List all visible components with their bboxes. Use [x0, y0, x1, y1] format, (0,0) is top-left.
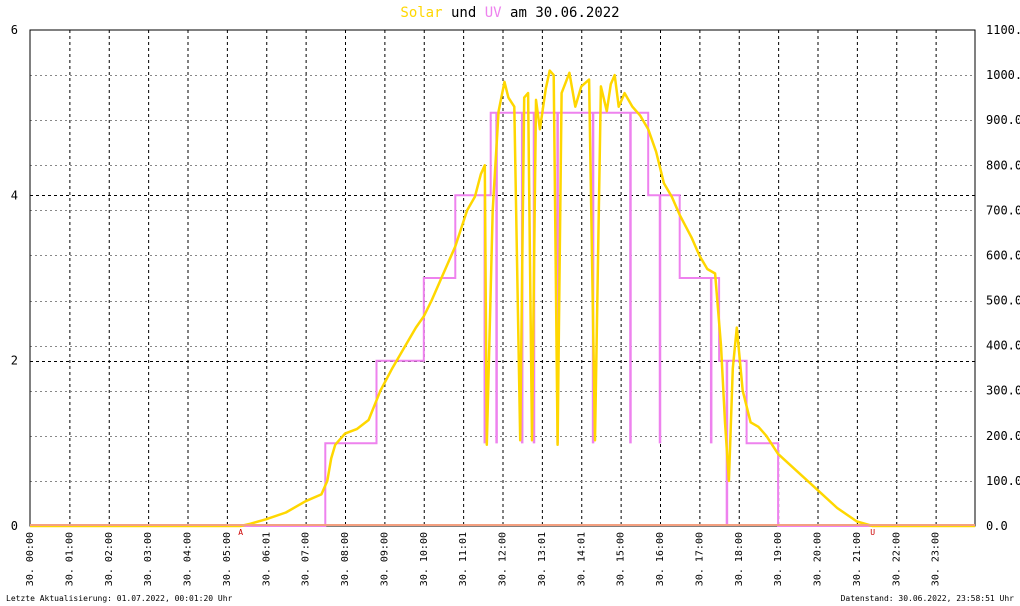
- sun-marker-a: A: [238, 528, 243, 537]
- x-tick-label: 30. 11:01: [458, 532, 469, 586]
- y-right-tick-label: 100.0: [986, 474, 1020, 488]
- x-tick-label: 30. 04:00: [183, 532, 194, 586]
- title-solar: Solar: [400, 5, 443, 21]
- x-tick-label: 30. 09:00: [379, 532, 390, 586]
- series-layer: [30, 69, 975, 528]
- y-right-tick-label: 0.0: [986, 519, 1008, 533]
- y-right-tick-label: 900.0: [986, 113, 1020, 127]
- x-tick-label: 30. 12:00: [498, 532, 509, 586]
- y-left-tick-label: 2: [11, 354, 18, 368]
- footer-data-status: Datenstand: 30.06.2022, 23:58:51 Uhr: [840, 594, 1014, 603]
- x-tick-label: 30. 10:00: [419, 532, 430, 586]
- x-tick-label: 30. 01:00: [64, 532, 75, 586]
- y-right-tick-label: 800.0: [986, 158, 1020, 172]
- x-tick-label: 30. 03:00: [143, 532, 154, 586]
- x-tick-label: 30. 07:00: [301, 532, 312, 586]
- x-tick-label: 30. 05:00: [222, 532, 233, 586]
- x-tick-label: 30. 18:00: [734, 532, 745, 586]
- x-tick-label: 30. 02:00: [104, 532, 115, 586]
- x-tick-label: 30. 00:00: [25, 532, 36, 586]
- y-left-tick-label: 4: [11, 188, 18, 202]
- title-date: 30.06.2022: [535, 5, 620, 21]
- chart-title: Solar und UV am 30.06.2022: [0, 5, 1020, 21]
- x-tick-label: 30. 17:00: [694, 532, 705, 586]
- grid-layer: [30, 30, 975, 526]
- x-tick-label: 30. 23:00: [931, 532, 942, 586]
- y-right-tick-label: 600.0: [986, 248, 1020, 262]
- x-tick-label: 30. 19:00: [773, 532, 784, 586]
- y-left-tick-label: 6: [11, 23, 18, 37]
- title-und: und: [450, 5, 477, 21]
- x-tick-label: 30. 21:00: [852, 532, 863, 586]
- y-left-tick-label: 0: [11, 519, 18, 533]
- y-right-tick-label: 1100.0: [986, 23, 1020, 37]
- solar-series-line: [30, 69, 975, 528]
- x-tick-label: 30. 15:00: [616, 532, 627, 586]
- footer-last-update: Letzte Aktualisierung: 01.07.2022, 00:01…: [6, 594, 233, 603]
- x-tick-label: 30. 20:00: [813, 532, 824, 586]
- x-tick-label: 30. 14:01: [576, 532, 587, 586]
- y-right-tick-label: 200.0: [986, 429, 1020, 443]
- y-right-tick-label: 400.0: [986, 339, 1020, 353]
- y-right-tick-label: 500.0: [986, 294, 1020, 308]
- y-right-tick-label: 300.0: [986, 384, 1020, 398]
- x-tick-label: 30. 13:01: [537, 532, 548, 586]
- y-right-tick-label: 700.0: [986, 203, 1020, 217]
- title-uv: UV: [484, 5, 502, 21]
- sun-marker-u: U: [870, 528, 875, 537]
- title-am: am: [510, 5, 527, 21]
- x-tick-label: 30. 08:00: [340, 532, 351, 586]
- x-tick-label: 30. 06:01: [261, 532, 272, 586]
- y-right-tick-label: 1000.0: [986, 68, 1020, 82]
- x-tick-label: 30. 16:00: [655, 532, 666, 586]
- axis-layer: 0 2 4 6 0.0 100.0 200.0 300.0 400.0 500.0 600.0 700…: [11, 23, 1020, 586]
- x-tick-label: 30. 22:00: [891, 532, 902, 586]
